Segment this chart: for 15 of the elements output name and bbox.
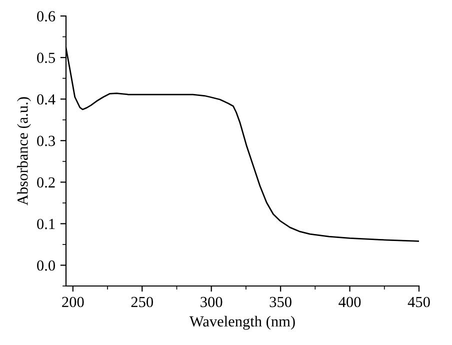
- x-tick-label: 350: [270, 296, 292, 308]
- y-tick-label: 0.6: [37, 11, 56, 22]
- x-tick-label: 200: [62, 296, 84, 308]
- x-tick-label: 450: [408, 296, 430, 308]
- y-tick-label: 0.3: [37, 136, 55, 146]
- x-axis-title: Wavelength (nm): [189, 316, 295, 330]
- y-tick-label: 0.2: [37, 177, 55, 188]
- y-tick-label: 0.4: [37, 94, 56, 105]
- x-tick-label: 250: [131, 296, 154, 308]
- y-tick-label: 0.0: [37, 260, 55, 271]
- y-tick-label: 0.5: [37, 52, 55, 64]
- y-axis-title: Absorbance (a.u.): [17, 97, 31, 206]
- y-tick-label: 0.1: [37, 218, 55, 230]
- x-tick-label: 300: [200, 296, 222, 308]
- x-tick-label: 400: [338, 296, 361, 308]
